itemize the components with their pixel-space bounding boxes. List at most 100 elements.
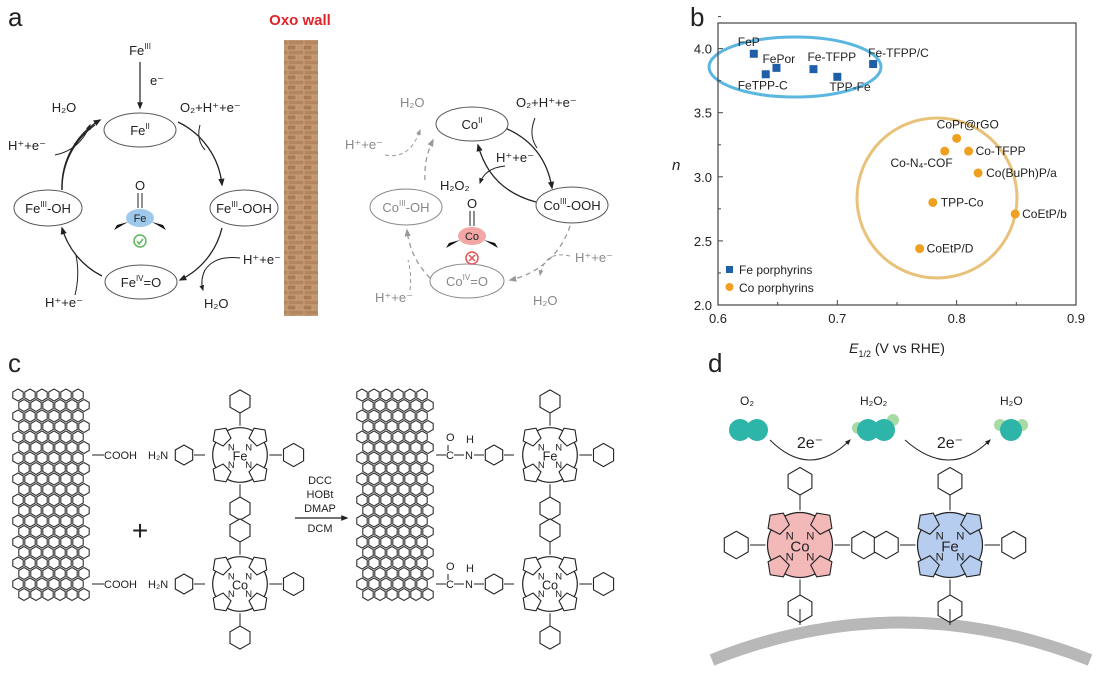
cross-icon [465, 251, 479, 265]
nitrogen-label: N [538, 460, 545, 471]
data-point-fe [761, 70, 770, 79]
data-point-co [1010, 209, 1020, 219]
oxo-o: O [467, 196, 477, 211]
h2o2-molecule [852, 414, 899, 441]
porphyrin-fe: NNN NFe [873, 466, 1027, 624]
panel-label-c: c [8, 348, 21, 378]
carbon-nanotube-right [356, 388, 434, 602]
metal-center-label: Co [232, 578, 248, 592]
y-tick-label: 2.5 [694, 234, 712, 249]
data-point-fe [869, 60, 878, 69]
fe-cycle: FeIII e⁻ FeII FeIII-OOH FeIII-OH FeIV=O … [8, 42, 281, 311]
solvent-dcm: DCM [307, 523, 332, 535]
x-tick-label: 0.7 [828, 311, 846, 326]
amide-o: O [446, 561, 455, 573]
fe-iv-o-label: FeIV=O [121, 274, 161, 290]
reactant-arrow [199, 257, 241, 292]
fe-iii-ooh-node [209, 189, 279, 227]
data-point-label: Fe-TFPP [807, 50, 856, 64]
amide-c: C [446, 450, 454, 462]
h-e-label-3: H⁺+e⁻ [375, 290, 413, 305]
co-iii-oh-node [369, 188, 443, 226]
cycle-arc [61, 119, 102, 191]
panel-label-a: a [8, 2, 23, 32]
co-enclosure [855, 116, 1019, 280]
panel-label-b: b [690, 2, 704, 32]
fe-enclosure [707, 35, 883, 99]
nitrogen-label: N [538, 589, 545, 600]
h2o-molecule [994, 419, 1028, 441]
substrate-surface [709, 616, 1093, 666]
porphyrin-product-fe: NNN NFe [522, 389, 615, 521]
co-iii-oh-label: CoIII-OH [382, 199, 429, 215]
nitrogen-label: N [555, 460, 562, 471]
data-point-label: Co-N₄-COF [890, 156, 952, 170]
nitrogen-label: N [245, 460, 252, 471]
o2-h-e-label: O₂+H⁺+e⁻ [516, 95, 577, 110]
co-ii-node [435, 106, 509, 142]
nitrogen-label: N [555, 572, 562, 583]
data-point-fe [749, 49, 758, 58]
metal-center-label: Co [790, 538, 809, 555]
carbon-nanotube-left [12, 388, 90, 602]
co-ii-label: CoII [461, 116, 482, 132]
legend-fe-label: Fe porphyrins [739, 263, 812, 277]
step1-arrow [769, 439, 851, 461]
amide-h: H [466, 434, 474, 446]
x-axis-label: E1/2 (V vs RHE) [849, 340, 945, 359]
center-metal-fe: Fe [134, 213, 147, 225]
nitrogen-label: N [806, 551, 814, 563]
h2o-label: H₂O [52, 100, 77, 115]
h2o2-label: H₂O₂ [860, 394, 888, 408]
nitrogen-label: N [245, 443, 252, 454]
fe-iv-o-node [104, 264, 178, 300]
oxo-o: O [135, 178, 145, 193]
nitrogen-label: N [228, 460, 235, 471]
data-point-co [952, 133, 962, 143]
legend-fe-marker [726, 266, 733, 273]
h2o2-label: H₂O₂ [440, 178, 470, 193]
fe-iii-label: FeIII [129, 42, 151, 58]
x-tick-label: 0.8 [948, 311, 966, 326]
metal-center-label: Fe [941, 538, 959, 555]
amide-o: O [446, 432, 455, 444]
co-iii-ooh-node [535, 186, 609, 224]
nitrogen-label: N [786, 551, 794, 563]
legend: Fe porphyrins Co porphyrins [725, 263, 814, 295]
data-point-co [915, 244, 925, 254]
data-point-co [928, 197, 938, 207]
data-point-label: CoEtP/D [927, 242, 974, 256]
amine-label: H₂N [148, 450, 168, 462]
h-e-label-2: H⁺+e⁻ [575, 250, 613, 265]
porphyrin-co: NNN NCo [723, 466, 877, 624]
cycle-arc-dashed [424, 138, 434, 181]
check-icon [133, 234, 147, 248]
center-metal-co: Co [465, 231, 479, 243]
cycle-arc-dashed [508, 225, 571, 282]
co-cycle: CoII CoIII-OOH CoIII-OH CoIV=O H₂O H⁺+e⁻… [345, 95, 613, 308]
cycle-arc [178, 227, 223, 281]
data-point-label: TPP-Co [941, 195, 984, 209]
o2-h-e-label: O₂+H⁺+e⁻ [180, 100, 241, 115]
step2-label: 2e⁻ [937, 435, 963, 452]
amine-label: H₂N [148, 579, 168, 591]
y-tick-label: 3.5 [694, 106, 712, 121]
h2o-label: H₂O [400, 95, 425, 110]
co-highlight [458, 227, 486, 245]
nitrogen-label: N [245, 572, 252, 583]
nitrogen-label: N [555, 589, 562, 600]
data-point-label: Co-TFPP [976, 144, 1026, 158]
panel-label-d: d [708, 348, 722, 378]
reactant-arrow [198, 124, 206, 151]
cycle-arc-dashed [404, 228, 431, 279]
amide-h: H [466, 563, 474, 575]
data-point-co [940, 146, 950, 156]
amide-n: N [465, 579, 473, 591]
data-point-co [964, 146, 974, 156]
metal-center-label: Fe [233, 449, 248, 463]
o2-label: O₂ [740, 394, 754, 408]
